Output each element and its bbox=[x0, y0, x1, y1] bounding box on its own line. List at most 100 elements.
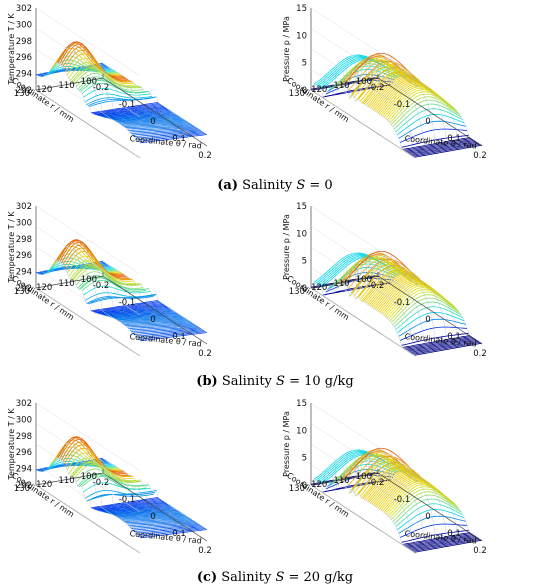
x-tick-label: -0.1 bbox=[119, 298, 136, 308]
x-tick-label: -0.2 bbox=[93, 478, 110, 488]
surface-line bbox=[366, 452, 471, 543]
y-tick-label: 100 bbox=[356, 77, 372, 87]
surface-line bbox=[333, 255, 438, 352]
pressure-plot-b: 15 10 5 0 -0.2 -0.1 0 0.1 0.2 130 120 110 100 Pressur… bbox=[275, 198, 550, 378]
x-tick-label: 0.2 bbox=[473, 546, 487, 556]
x-tick-label: -0.1 bbox=[394, 100, 411, 110]
temperature-plot-b: 302 300 298 296 294 292 -0.2 -0.1 0 0.1 0.2 130 120 1… bbox=[0, 198, 275, 378]
y-tick-label: 120 bbox=[311, 283, 327, 293]
caption-symbol: S bbox=[275, 570, 285, 585]
grid-line bbox=[310, 484, 416, 554]
y-tick-label: 100 bbox=[81, 472, 97, 482]
temperature-plot-svg: 302 300 298 296 294 292 -0.2 -0.1 0 0.1 0.2 130 120 1… bbox=[7, 4, 212, 161]
z-tick-label: 5 bbox=[302, 257, 307, 267]
surface-line bbox=[355, 54, 460, 150]
surface-line bbox=[344, 52, 449, 152]
surface-line bbox=[35, 62, 141, 144]
surface-line bbox=[58, 42, 163, 141]
z-tick-label: 0 bbox=[302, 86, 307, 96]
z-tick-label: 294 bbox=[16, 268, 32, 278]
surface-mesh bbox=[35, 41, 208, 144]
y-tick-label: 120 bbox=[36, 85, 52, 95]
pressure-plot-svg: 15 10 5 0 -0.2 -0.1 0 0.1 0.2 130 120 110 100 Pressur… bbox=[282, 202, 487, 359]
surface-line bbox=[366, 255, 471, 346]
y-axis-line bbox=[35, 77, 104, 91]
surface-line bbox=[69, 451, 174, 534]
y-tick-label: 110 bbox=[333, 81, 349, 91]
z-tick-label: 298 bbox=[16, 37, 32, 47]
y-tick-label: 110 bbox=[333, 279, 349, 289]
grid-line bbox=[35, 484, 141, 554]
x-tick-label: -0.2 bbox=[368, 281, 385, 291]
grid-line bbox=[35, 402, 141, 472]
y-tick-label: 120 bbox=[311, 480, 327, 490]
pressure-plot-svg: 15 10 5 0 -0.2 -0.1 0 0.1 0.2 130 120 110 100 Pressur… bbox=[282, 4, 487, 161]
z-axis-label: Temperature T / K bbox=[7, 13, 16, 86]
x-tick-label: -0.2 bbox=[93, 281, 110, 291]
grid-line bbox=[310, 443, 416, 513]
grid-line bbox=[35, 464, 141, 533]
y-tick-label: 110 bbox=[58, 476, 74, 486]
surface-mesh bbox=[35, 239, 208, 342]
surface-line bbox=[322, 463, 427, 551]
y-tick-label: 130 bbox=[14, 287, 30, 297]
x-tick-label: 0.1 bbox=[447, 134, 461, 144]
y-tick-label: 130 bbox=[289, 287, 305, 297]
z-tick-label: 296 bbox=[16, 53, 32, 63]
z-tick-label: 300 bbox=[16, 20, 32, 30]
grid-line bbox=[35, 267, 141, 336]
surface-line bbox=[366, 57, 471, 148]
caption-symbol: S bbox=[276, 374, 285, 389]
y-tick-label: 130 bbox=[289, 89, 305, 99]
x-tick-label: 0.2 bbox=[473, 349, 487, 359]
y-tick-label: 100 bbox=[356, 275, 372, 285]
grid-line bbox=[35, 287, 141, 357]
y-tick-label: 110 bbox=[58, 279, 74, 289]
z-tick-label: 5 bbox=[302, 454, 307, 464]
x-tick-label: 0 bbox=[425, 315, 430, 325]
y-tick-label: 130 bbox=[14, 484, 30, 494]
surface-mesh bbox=[310, 447, 483, 553]
caption-value: = 0 bbox=[305, 178, 333, 193]
caption-tag: (b) bbox=[196, 374, 218, 389]
z-tick-label: 294 bbox=[16, 465, 32, 475]
grid-line bbox=[310, 246, 416, 316]
z-tick-label: 15 bbox=[296, 4, 307, 14]
x-tick-label: 0 bbox=[425, 117, 430, 127]
y-axis-line bbox=[310, 275, 379, 289]
x-axis-line bbox=[102, 77, 208, 147]
grid-line bbox=[35, 205, 141, 275]
grid-line bbox=[310, 7, 416, 77]
figure-row-b: 302 300 298 296 294 292 -0.2 -0.1 0 0.1 0.2 130 120 1… bbox=[0, 198, 550, 389]
surface-line bbox=[333, 57, 438, 154]
x-tick-label: -0.1 bbox=[394, 495, 411, 505]
grid-line bbox=[35, 226, 141, 295]
z-tick-label: 298 bbox=[16, 235, 32, 245]
caption-a: (a) Salinity S = 0 bbox=[0, 178, 550, 193]
z-tick-label: 298 bbox=[16, 432, 32, 442]
temperature-plot-svg: 302 300 298 296 294 292 -0.2 -0.1 0 0.1 0.2 130 120 1… bbox=[7, 202, 212, 359]
caption-c: (c) Salinity S = 20 g/kg bbox=[0, 570, 550, 585]
surface-line bbox=[333, 452, 438, 549]
figure-row-a: 302 300 298 296 294 292 -0.2 -0.1 0 0.1 0.2 130 120 1… bbox=[0, 0, 550, 193]
surface-line bbox=[35, 260, 141, 342]
y-tick-label: 130 bbox=[289, 484, 305, 494]
surface-line bbox=[377, 63, 483, 146]
y-tick-label: 100 bbox=[356, 472, 372, 482]
surface-line bbox=[102, 63, 208, 135]
y-tick-label: 100 bbox=[81, 77, 97, 87]
temperature-plot-a: 302 300 298 296 294 292 -0.2 -0.1 0 0.1 0.2 130 120 1… bbox=[0, 0, 275, 180]
grid-line bbox=[310, 464, 416, 533]
surface-line bbox=[344, 250, 449, 350]
y-axis-line bbox=[310, 77, 379, 91]
grid-line bbox=[35, 69, 141, 138]
surface-line bbox=[47, 44, 152, 142]
surface-line bbox=[91, 263, 196, 335]
temperature-plot-c: 302 300 298 296 294 292 -0.2 -0.1 0 0.1 0.2 130 120 1… bbox=[0, 395, 275, 575]
z-tick-label: 10 bbox=[296, 229, 307, 239]
axes-frame bbox=[35, 205, 208, 357]
pressure-plot-svg: 15 10 5 0 -0.2 -0.1 0 0.1 0.2 130 120 110 100 Pressur… bbox=[282, 399, 487, 556]
surface-line bbox=[355, 252, 460, 348]
grid-line bbox=[35, 89, 141, 159]
z-axis-label: Temperature T / K bbox=[7, 211, 16, 284]
